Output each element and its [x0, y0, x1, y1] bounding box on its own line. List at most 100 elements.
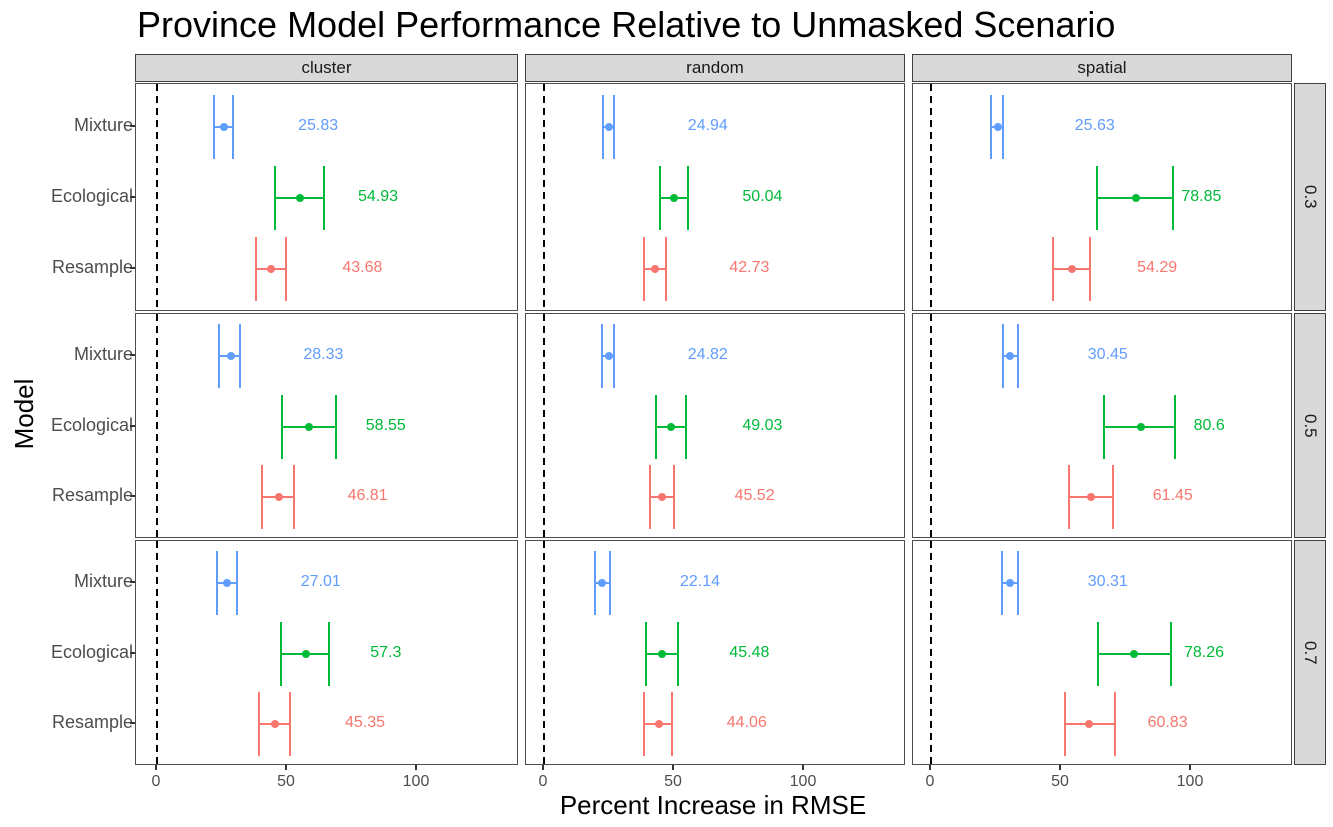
facet-row-strip-label: 0.3 — [1301, 185, 1320, 209]
error-bar-cap-high — [671, 692, 674, 756]
y-category-label: Mixture — [73, 571, 133, 591]
x-axis-title: Percent Increase in RMSE — [559, 790, 867, 820]
point-estimate — [1130, 650, 1139, 658]
value-label: 78.26 — [1183, 644, 1225, 661]
value-label: 61.45 — [1152, 487, 1193, 504]
y-tick-mark — [130, 581, 135, 583]
point-estimate — [1132, 194, 1140, 202]
x-tick-label: 50 — [277, 773, 295, 790]
error-bar-cap-high — [322, 166, 325, 230]
value-label: 54.29 — [1137, 259, 1178, 276]
error-bar-cap-high — [686, 166, 689, 230]
panel: 28.33 58.55 46.81 — [135, 313, 518, 538]
value-label: 60.83 — [1147, 714, 1188, 731]
facet-column-strip: cluster — [135, 54, 518, 82]
y-category-label: Resample — [51, 257, 133, 277]
y-category-label: Resample — [51, 712, 133, 732]
x-tick-label: 100 — [789, 773, 817, 790]
value-label: 50.04 — [742, 188, 783, 205]
point-estimate — [220, 123, 229, 131]
x-tick-mark — [415, 765, 417, 770]
facet-row-strip-label: 0.5 — [1301, 413, 1320, 438]
value-label: 30.31 — [1087, 573, 1128, 590]
y-axis-title: Model — [9, 378, 39, 450]
value-label: 25.83 — [298, 117, 339, 134]
point-estimate — [604, 352, 613, 360]
facet-column-strip: spatial — [912, 54, 1292, 82]
point-estimate — [274, 493, 283, 501]
x-tick-label: 100 — [402, 773, 430, 790]
panel: 27.01 57.3 45.35 — [135, 540, 518, 765]
panel: 24.94 50.04 42.73 — [525, 83, 905, 311]
point-estimate — [305, 423, 314, 431]
error-bar-cap-high — [1173, 395, 1176, 459]
x-tick-mark — [1059, 765, 1061, 770]
error-bar-cap-high — [613, 95, 616, 159]
y-tick-mark — [130, 267, 135, 269]
zero-reference-line — [543, 541, 545, 764]
y-tick-mark — [130, 425, 135, 427]
point-estimate — [597, 579, 606, 587]
error-bar-cap-high — [232, 95, 235, 159]
point-estimate — [226, 352, 235, 360]
point-estimate — [654, 720, 663, 728]
facet-row-strip-label: 0.7 — [1301, 640, 1320, 665]
facet-row-strip: 0.5 — [1294, 313, 1326, 538]
value-label: 54.93 — [357, 188, 399, 205]
y-tick-mark — [130, 125, 135, 127]
x-tick-mark — [802, 765, 804, 770]
point-estimate — [651, 265, 660, 273]
error-bar-cap-high — [1017, 551, 1020, 615]
point-estimate — [295, 194, 304, 202]
error-bar-cap-high — [1002, 95, 1005, 159]
y-tick-mark — [130, 495, 135, 497]
point-estimate — [670, 194, 679, 202]
value-label: 43.68 — [342, 259, 383, 276]
point-estimate — [658, 493, 667, 501]
point-estimate — [667, 423, 676, 431]
point-estimate — [604, 123, 613, 131]
panel: 22.14 45.48 44.06 — [525, 540, 905, 765]
facet-row-strip: 0.7 — [1294, 540, 1326, 765]
value-label: 49.03 — [742, 417, 783, 434]
panel: 25.83 54.93 43.68 — [135, 83, 518, 311]
x-tick-label: 0 — [538, 773, 548, 790]
point-estimate — [223, 579, 232, 587]
value-label: 42.73 — [729, 259, 770, 276]
x-tick-mark — [542, 765, 544, 770]
x-tick-mark — [1189, 765, 1191, 770]
error-bar-cap-high — [673, 465, 676, 529]
y-tick-mark — [130, 196, 135, 198]
value-label: 57.3 — [370, 644, 402, 661]
value-label: 45.48 — [729, 644, 770, 661]
error-bar-cap-high — [1171, 166, 1174, 230]
error-bar-cap-high — [676, 622, 679, 686]
facet-column-strip: random — [525, 54, 905, 82]
y-category-label: Ecological — [50, 415, 133, 435]
value-label: 45.52 — [734, 487, 775, 504]
value-label: 58.55 — [365, 417, 406, 434]
facet-row-strip: 0.3 — [1294, 83, 1326, 311]
x-tick-label: 100 — [1176, 773, 1204, 790]
value-label: 24.94 — [687, 117, 728, 134]
value-label: 45.35 — [344, 714, 386, 731]
point-estimate — [1005, 579, 1014, 587]
zero-reference-line — [156, 541, 158, 764]
chart-title: Province Model Performance Relative to U… — [137, 4, 1116, 45]
point-estimate — [266, 265, 275, 273]
error-bar-cap-high — [684, 395, 687, 459]
x-tick-mark — [672, 765, 674, 770]
error-bar-cap-high — [608, 551, 611, 615]
error-bar-cap-high — [1169, 622, 1172, 686]
x-tick-label: 0 — [151, 773, 161, 790]
error-bar-cap-high — [1017, 324, 1020, 388]
point-estimate — [1086, 493, 1095, 501]
error-bar-cap-high — [285, 237, 288, 301]
error-bar-cap-high — [1089, 237, 1092, 301]
y-tick-mark — [130, 652, 135, 654]
error-bar-cap-high — [292, 465, 295, 529]
point-estimate — [1085, 720, 1094, 728]
error-bar-cap-high — [328, 622, 331, 686]
point-estimate — [270, 720, 279, 728]
